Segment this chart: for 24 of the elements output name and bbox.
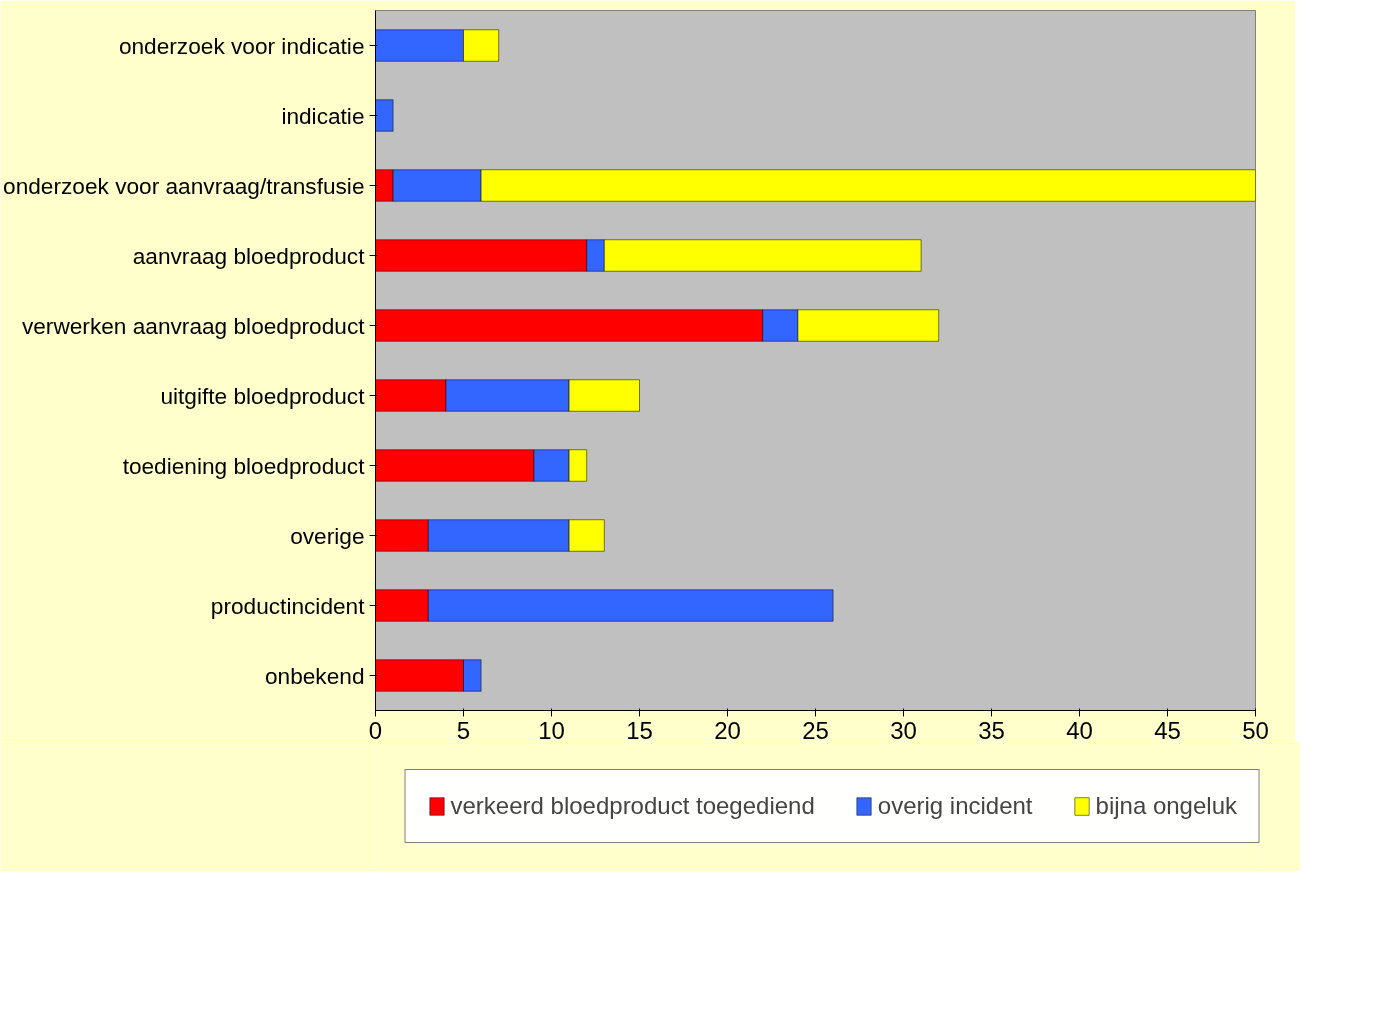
y-tick-label: verwerken aanvraag bloedproduct <box>21 312 366 339</box>
legend-label: overig incident <box>877 792 1033 820</box>
y-tick-label: productincident <box>210 592 366 619</box>
y-tick-label: toediening bloedproduct <box>122 452 366 479</box>
x-tick-label: 40 <box>1066 716 1093 744</box>
y-tick-label: indicatie <box>281 102 365 129</box>
y-tick-label: onderzoek voor indicatie <box>118 32 365 59</box>
x-tick-label: 0 <box>368 716 383 744</box>
x-tick-label: 35 <box>978 716 1005 744</box>
x-tick-label: 45 <box>1154 716 1181 744</box>
y-tick-label: aanvraag bloedproduct <box>132 242 366 269</box>
x-tick-label: 10 <box>538 716 565 744</box>
x-tick-label: 25 <box>802 716 829 744</box>
x-tick-label: 50 <box>1242 716 1269 744</box>
legend-label: bijna ongeluk <box>1095 792 1237 820</box>
y-tick-label: onbekend <box>264 662 365 689</box>
x-tick-label: 5 <box>456 716 471 744</box>
y-tick-label: overige <box>290 522 365 549</box>
legend-label: verkeerd bloedproduct toegediend <box>450 792 815 820</box>
x-tick-label: 20 <box>714 716 741 744</box>
y-tick-label: onderzoek voor aanvraag/transfusie <box>3 172 365 199</box>
x-tick-label: 30 <box>890 716 917 744</box>
y-tick-label: uitgifte bloedproduct <box>160 382 366 409</box>
x-tick-label: 15 <box>626 716 653 744</box>
